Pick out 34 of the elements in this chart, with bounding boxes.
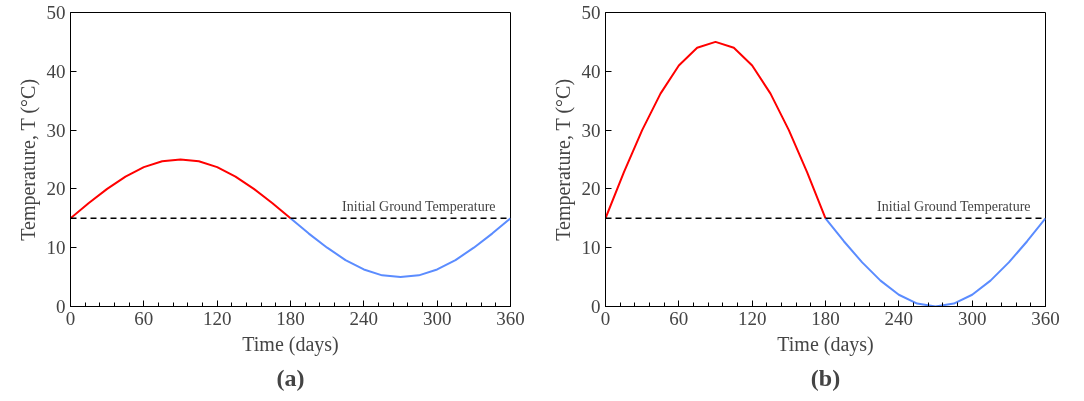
line-series (289, 217, 511, 279)
line-series (605, 40, 827, 220)
y-axis-title: Temperature, T (°C) (551, 78, 575, 241)
x-tick-label: 240 (884, 307, 914, 329)
x-tick-label: 240 (349, 307, 379, 329)
line-series (70, 158, 292, 220)
y-tick-label: 20 (581, 178, 601, 200)
y-tick-label: 30 (581, 119, 601, 141)
x-tick-label: 120 (202, 307, 232, 329)
y-tick-label: 40 (46, 60, 66, 82)
x-tick-label: 300 (422, 307, 452, 329)
y-tick-label: 30 (46, 119, 66, 141)
x-tick-label: 360 (1031, 307, 1060, 329)
y-tick-label: 10 (581, 237, 601, 259)
y-tick-label: 10 (46, 237, 66, 259)
x-tick-label: 180 (811, 307, 840, 329)
y-tick-label: 50 (46, 2, 66, 23)
y-tick-label: 20 (46, 178, 66, 200)
ref-line-label: Initial Ground Temperature (342, 199, 496, 215)
x-axis-title: Time (days) (242, 332, 339, 356)
x-tick-label: 180 (276, 307, 305, 329)
y-tick-label: 50 (581, 2, 601, 23)
x-tick-label: 300 (957, 307, 987, 329)
x-tick-label: 120 (737, 307, 767, 329)
x-tick-label: 60 (134, 307, 154, 329)
y-axis-title: Temperature, T (°C) (16, 78, 40, 241)
y-tick-label: 40 (581, 60, 601, 82)
ref-line-label: Initial Ground Temperature (877, 199, 1031, 215)
text: (b) (810, 364, 841, 391)
x-tick-label: 360 (496, 307, 525, 329)
line-series (824, 217, 1046, 307)
x-tick-label: 60 (669, 307, 689, 329)
x-axis-title: Time (days) (777, 332, 874, 356)
text: (a) (276, 364, 305, 391)
